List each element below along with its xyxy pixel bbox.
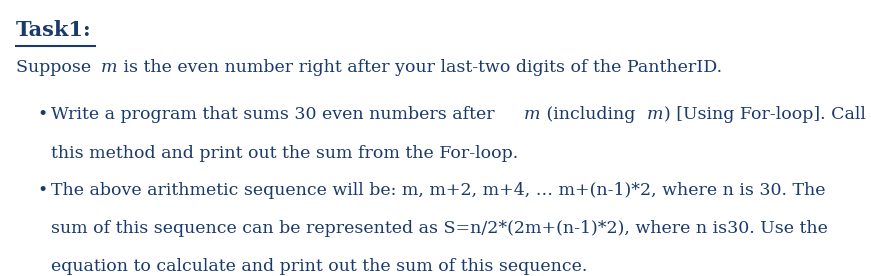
Text: m: m xyxy=(524,107,541,123)
Text: equation to calculate and print out the sum of this sequence.: equation to calculate and print out the … xyxy=(51,258,587,275)
Text: ) [Using For-loop]. Call: ) [Using For-loop]. Call xyxy=(664,107,866,123)
Text: m: m xyxy=(100,59,117,76)
Text: Write a program that sums 30 even numbers after: Write a program that sums 30 even number… xyxy=(51,107,500,123)
Text: •: • xyxy=(37,182,47,199)
Text: m: m xyxy=(646,107,663,123)
Text: sum of this sequence can be represented as S=n/2*(2m+(n-1)*2), where n is30. Use: sum of this sequence can be represented … xyxy=(51,220,828,237)
Text: •: • xyxy=(37,107,47,123)
Text: The above arithmetic sequence will be: m, m+2, m+4, … m+(n-1)*2, where n is 30. : The above arithmetic sequence will be: m… xyxy=(51,182,826,199)
Text: Task1:: Task1: xyxy=(16,20,91,40)
Text: is the even number right after your last-two digits of the PantherID.: is the even number right after your last… xyxy=(118,59,722,76)
Text: (including: (including xyxy=(542,107,641,123)
Text: this method and print out the sum from the For-loop.: this method and print out the sum from t… xyxy=(51,145,518,163)
Text: Suppose: Suppose xyxy=(16,59,96,76)
